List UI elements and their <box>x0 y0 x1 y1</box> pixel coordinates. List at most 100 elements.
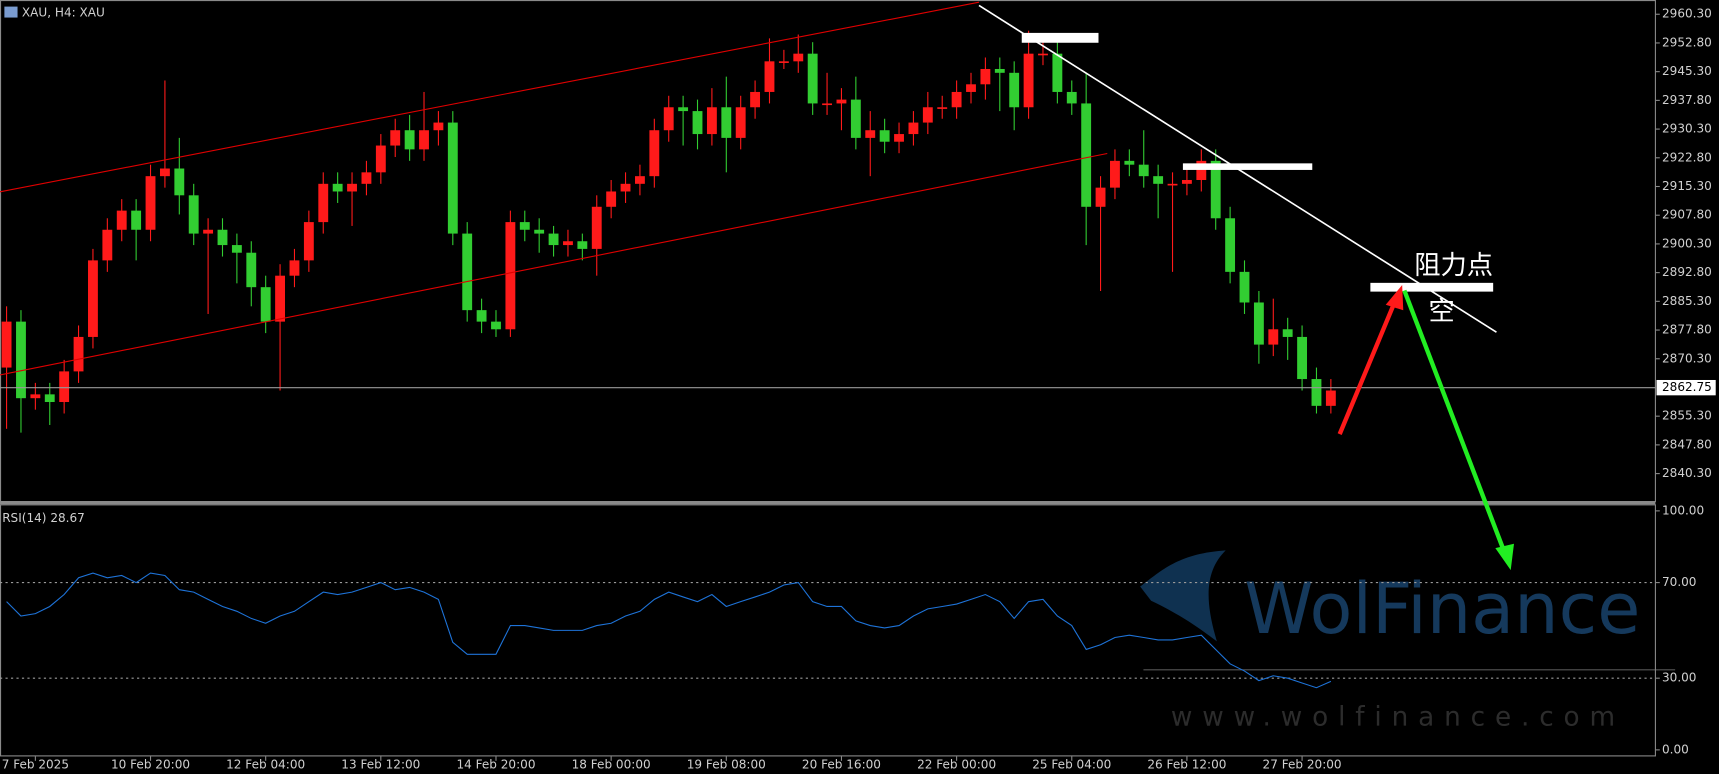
candle-body <box>1124 160 1135 165</box>
x-tick-label: 13 Feb 12:00 <box>341 758 420 772</box>
candle-body <box>1110 160 1120 188</box>
rsi-line <box>6 572 1332 689</box>
candle-body <box>1167 183 1178 186</box>
up-arrow <box>1337 301 1397 435</box>
x-tick-label: 25 Feb 04:00 <box>1032 758 1111 772</box>
candle-body <box>620 183 631 192</box>
chart-header: XAU, H4: XAU <box>22 6 105 20</box>
candle-body <box>778 61 789 63</box>
down-arrow-head <box>1495 543 1514 571</box>
y-tick-label: 2952.80 <box>1662 35 1712 49</box>
axis-separator <box>0 501 1656 505</box>
candle-body <box>1325 390 1336 406</box>
candle-body <box>318 183 329 223</box>
candle-body <box>894 134 904 142</box>
y-tick-label: 2870.30 <box>1662 351 1712 365</box>
candle-body <box>1153 176 1164 184</box>
candle-body <box>491 321 501 330</box>
x-tick-label: 10 Feb 20:00 <box>111 758 190 772</box>
candle-body <box>563 241 573 246</box>
candle-body <box>865 130 876 138</box>
candle-body <box>1196 160 1207 180</box>
candle-body <box>606 191 617 207</box>
candle-body <box>1138 164 1149 177</box>
candle-body <box>1311 379 1322 406</box>
candle-body <box>966 84 976 92</box>
candle-body <box>548 233 559 246</box>
watermark-url: www.wolfinance.com <box>1171 703 1625 733</box>
y-tick-label: 70.00 <box>1662 575 1697 589</box>
candle-body <box>663 107 674 131</box>
watermark-brand: WolFinance <box>1244 568 1640 650</box>
candle-body <box>850 99 861 138</box>
candle-body <box>347 183 357 192</box>
candle-body <box>1009 72 1020 108</box>
y-tick-label: 2877.80 <box>1662 323 1712 337</box>
candle-body <box>1081 103 1092 207</box>
candle-body <box>88 260 98 337</box>
resistance-bar <box>1182 163 1313 170</box>
y-tick-label: 100.00 <box>1662 503 1704 517</box>
x-tick-label: 7 Feb 2025 <box>2 758 69 772</box>
y-tick-label: 2855.30 <box>1662 409 1712 423</box>
x-tick-label: 20 Feb 16:00 <box>802 758 881 772</box>
candle-body <box>750 91 761 108</box>
candle-body <box>217 229 228 246</box>
candle-body <box>419 130 429 150</box>
annotation: 空 <box>1428 297 1454 327</box>
candle-body <box>678 107 689 112</box>
candle-body <box>1225 218 1236 272</box>
y-tick-label: 2892.80 <box>1662 265 1712 279</box>
candle-body <box>994 68 1005 73</box>
candle-body <box>634 176 645 184</box>
candle-body <box>1095 187 1106 207</box>
candle-body <box>793 53 804 62</box>
y-tick-label: 2945.30 <box>1662 64 1712 78</box>
candle-body <box>30 394 41 399</box>
y-tick-label: 30.00 <box>1662 671 1697 685</box>
candle-body <box>534 229 545 234</box>
candle-body <box>289 260 300 276</box>
candle-body <box>922 107 933 123</box>
candle-body <box>519 222 530 230</box>
candle-body <box>692 111 703 135</box>
candle-body <box>246 252 257 288</box>
candle-body <box>908 122 919 135</box>
x-tick-label: 26 Feb 12:00 <box>1147 758 1226 772</box>
candle-body <box>1052 53 1063 92</box>
candle-body <box>44 394 55 403</box>
channel-upper <box>0 1 980 193</box>
candle-body <box>131 210 142 230</box>
candle-body <box>577 241 588 249</box>
candle-body <box>591 206 602 249</box>
y-tick-label: 2922.80 <box>1662 150 1712 164</box>
annotation: 阻力点 <box>1414 251 1493 281</box>
candle-body <box>116 210 127 230</box>
candle-body <box>1 321 12 368</box>
candle-body <box>59 371 70 403</box>
candle-body <box>706 107 717 135</box>
candle-body <box>764 61 775 92</box>
y-tick-label: 2937.80 <box>1662 93 1712 107</box>
x-tick-label: 12 Feb 04:00 <box>226 758 305 772</box>
candle-body <box>721 107 732 138</box>
candle-body <box>332 183 343 192</box>
candle-body <box>1038 53 1048 56</box>
candle-body <box>275 275 286 322</box>
candle-body <box>822 103 832 106</box>
candle-body <box>145 176 156 230</box>
candle-body <box>476 310 487 322</box>
candle-body <box>807 53 818 104</box>
candle-body <box>937 107 948 109</box>
candle-body <box>303 222 314 261</box>
candle-body <box>980 68 991 85</box>
panel-frame <box>0 504 1656 757</box>
candle-body <box>951 91 962 108</box>
y-tick-label: 2907.80 <box>1662 208 1712 222</box>
candle-body <box>505 222 516 330</box>
candle-body <box>1297 336 1308 380</box>
candle-body <box>1253 302 1264 345</box>
candle-body <box>433 122 444 131</box>
y-tick-label: 2915.30 <box>1662 179 1712 193</box>
x-tick-label: 27 Feb 20:00 <box>1263 758 1342 772</box>
